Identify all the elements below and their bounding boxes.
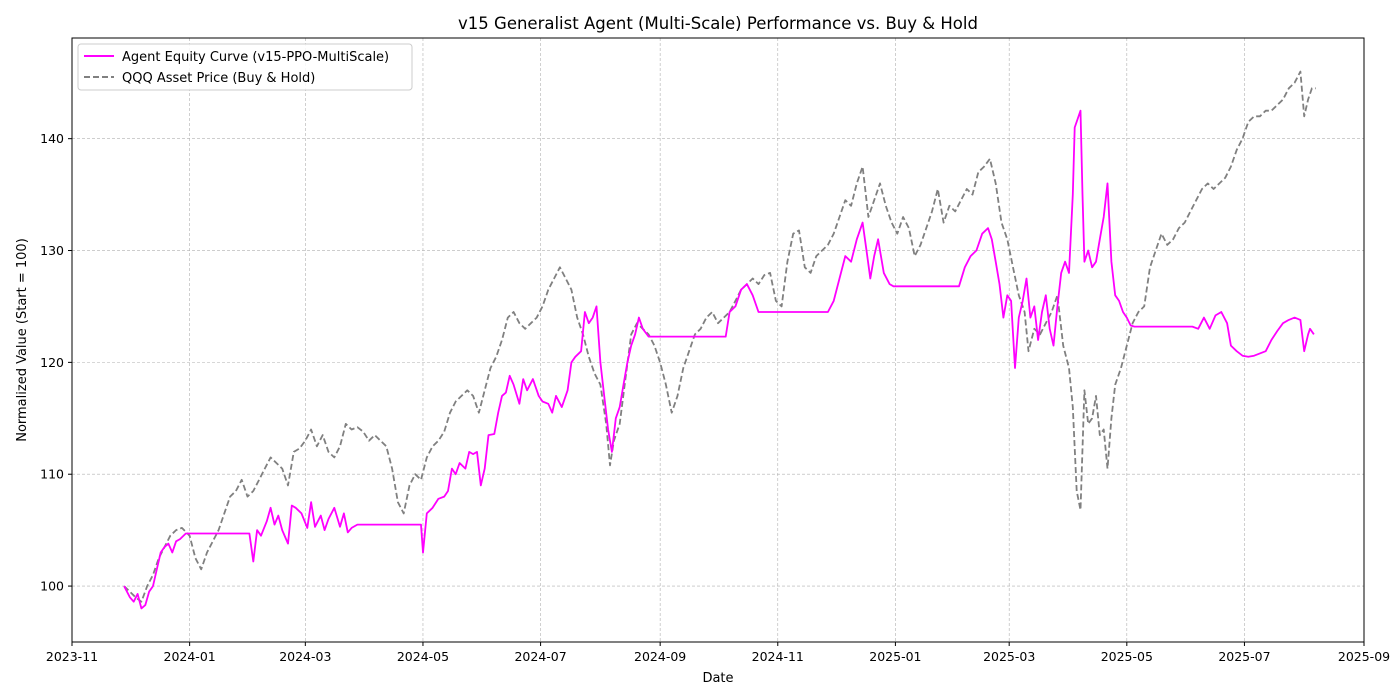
legend-label-qqq-price: QQQ Asset Price (Buy & Hold) <box>122 71 315 86</box>
plot-area-frame <box>71 37 1365 643</box>
legend-label-agent-equity: Agent Equity Curve (v15-PPO-MultiScale) <box>122 50 389 65</box>
y-tick-label: 110 <box>40 467 64 482</box>
y-tick-label: 100 <box>40 579 64 594</box>
y-axis-title: Normalized Value (Start = 100) <box>15 238 30 442</box>
x-tick-label: 2024-09 <box>634 649 686 664</box>
x-tick-label: 2025-09 <box>1338 649 1390 664</box>
x-tick-label: 2024-11 <box>752 649 804 664</box>
agent-equity-line <box>123 109 1315 610</box>
chart-title: v15 Generalist Agent (Multi-Scale) Perfo… <box>458 14 978 33</box>
y-tick-label: 140 <box>40 131 64 146</box>
x-tick-label: 2024-01 <box>164 649 216 664</box>
legend-box <box>77 43 413 91</box>
x-tick-label: 2025-05 <box>1101 649 1153 664</box>
x-tick-label: 2024-03 <box>279 649 331 664</box>
axes: 2023-11 2024-01 2024-03 2024-05 2024-07 2024-… <box>40 131 1390 664</box>
series-layer <box>123 70 1316 610</box>
x-tick-label: 2025-07 <box>1218 649 1270 664</box>
x-tick-label: 2024-05 <box>397 649 449 664</box>
x-tick-label: 2024-07 <box>514 649 566 664</box>
legend: Agent Equity Curve (v15-PPO-MultiScale) … <box>77 43 413 91</box>
x-tick-label: 2023-11 <box>46 649 98 664</box>
qqq-price-line <box>123 70 1316 603</box>
grid <box>71 38 1365 642</box>
x-axis-title: Date <box>702 671 733 686</box>
y-tick-label: 130 <box>40 243 64 258</box>
x-tick-label: 2025-03 <box>983 649 1035 664</box>
y-tick-label: 120 <box>40 355 64 370</box>
x-tick-label: 2025-01 <box>869 649 921 664</box>
